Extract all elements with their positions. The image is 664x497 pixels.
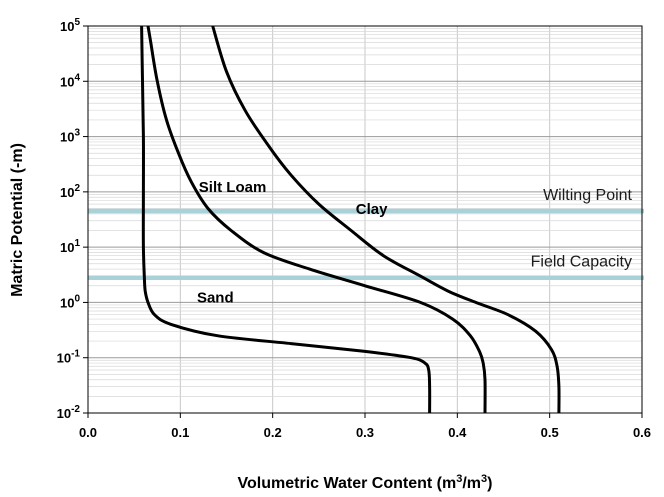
y-tick-label: 10-1 [57, 349, 81, 366]
series-line-clay [211, 25, 561, 414]
grid [88, 26, 642, 413]
y-tick-label: 100 [60, 293, 80, 310]
y-tick-label: 105 [60, 17, 80, 34]
y-tick-label: 103 [60, 128, 80, 145]
x-tick-label: 0.0 [79, 425, 97, 440]
x-axis-title: Volumetric Water Content (m3/m3) [238, 473, 493, 492]
y-axis-title: Matric Potential (-m) [9, 143, 26, 297]
y-tick-label: 101 [60, 238, 80, 255]
series-label: Silt Loam [199, 179, 267, 196]
y-tick-label: 10-2 [57, 404, 81, 421]
x-tick-label: 0.5 [541, 425, 559, 440]
y-tick-label: 102 [60, 183, 80, 200]
x-tick-label: 0.4 [448, 425, 467, 440]
x-axis-title-sup: 3 [481, 473, 487, 485]
reference-line-label: Field Capacity [531, 254, 632, 271]
y-ticks: 10-2 10-1 100 101 102 103 104 105 [57, 17, 88, 421]
x-ticks: 0.0 0.1 0.2 0.3 0.4 0.5 0.6 [79, 413, 651, 440]
y-tick-label: 104 [60, 72, 80, 89]
x-tick-label: 0.6 [633, 425, 651, 440]
x-axis-title-sup: 3 [456, 473, 462, 485]
x-tick-label: 0.1 [171, 425, 189, 440]
x-tick-label: 0.3 [356, 425, 374, 440]
series-line-sand [140, 25, 432, 414]
reference-line-label: Wilting Point [543, 187, 632, 204]
series-label: Sand [197, 289, 234, 306]
reference-lines: Wilting Point Field Capacity [88, 187, 644, 280]
x-tick-label: 0.2 [264, 425, 282, 440]
series-label: Clay [356, 201, 388, 218]
series-lines [140, 25, 561, 414]
series-line-silt-loam [146, 25, 487, 414]
series-labels: Silt Loam Clay Sand [197, 179, 388, 307]
